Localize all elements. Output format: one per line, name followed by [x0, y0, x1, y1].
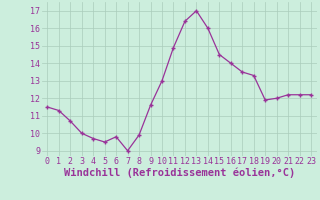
X-axis label: Windchill (Refroidissement éolien,°C): Windchill (Refroidissement éolien,°C)	[64, 168, 295, 178]
